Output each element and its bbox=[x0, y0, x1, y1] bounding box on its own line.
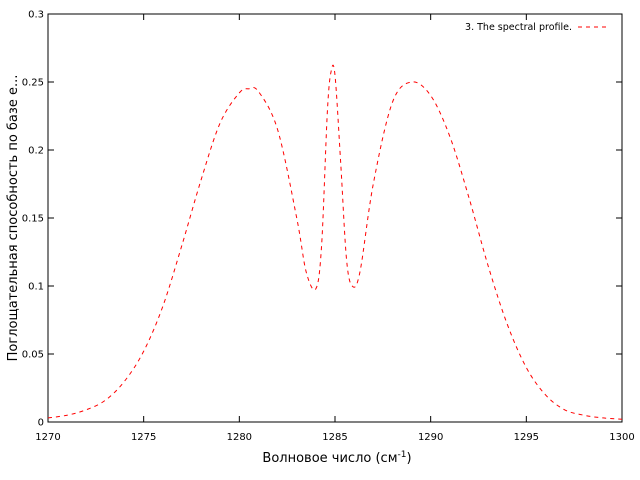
y-axis: 0 0.05 0.1 0.15 0.2 0.25 0.3 bbox=[22, 10, 622, 429]
x-tick-label: 1285 bbox=[322, 432, 347, 443]
legend-label: 3. The spectral profile. bbox=[465, 22, 572, 33]
x-axis-title: Волновое число (см-1) bbox=[262, 450, 411, 466]
y-tick-label: 0.05 bbox=[22, 350, 44, 361]
y-axis-title: Поглощательная способность по базе е... bbox=[6, 75, 21, 362]
x-tick-label: 1280 bbox=[227, 432, 252, 443]
x-axis: 1270 1275 1280 1285 1290 1295 1300 bbox=[35, 14, 635, 443]
x-tick-label: 1295 bbox=[514, 432, 539, 443]
y-tick-label: 0 bbox=[38, 418, 44, 429]
x-tick-label: 1270 bbox=[35, 432, 60, 443]
x-axis-title-superscript: -1 bbox=[398, 450, 407, 460]
legend: 3. The spectral profile. bbox=[465, 22, 610, 33]
y-tick-label: 0.15 bbox=[22, 214, 44, 225]
y-tick-label: 0.1 bbox=[28, 282, 44, 293]
x-tick-label: 1275 bbox=[131, 432, 156, 443]
series-line-spectral-profile bbox=[47, 64, 623, 420]
x-tick-label: 1300 bbox=[609, 432, 634, 443]
x-tick-label: 1290 bbox=[418, 432, 443, 443]
plot-frame bbox=[47, 13, 623, 423]
y-tick-label: 0.2 bbox=[28, 146, 44, 157]
y-tick-label: 0.3 bbox=[28, 10, 44, 21]
y-tick-label: 0.25 bbox=[22, 78, 44, 89]
